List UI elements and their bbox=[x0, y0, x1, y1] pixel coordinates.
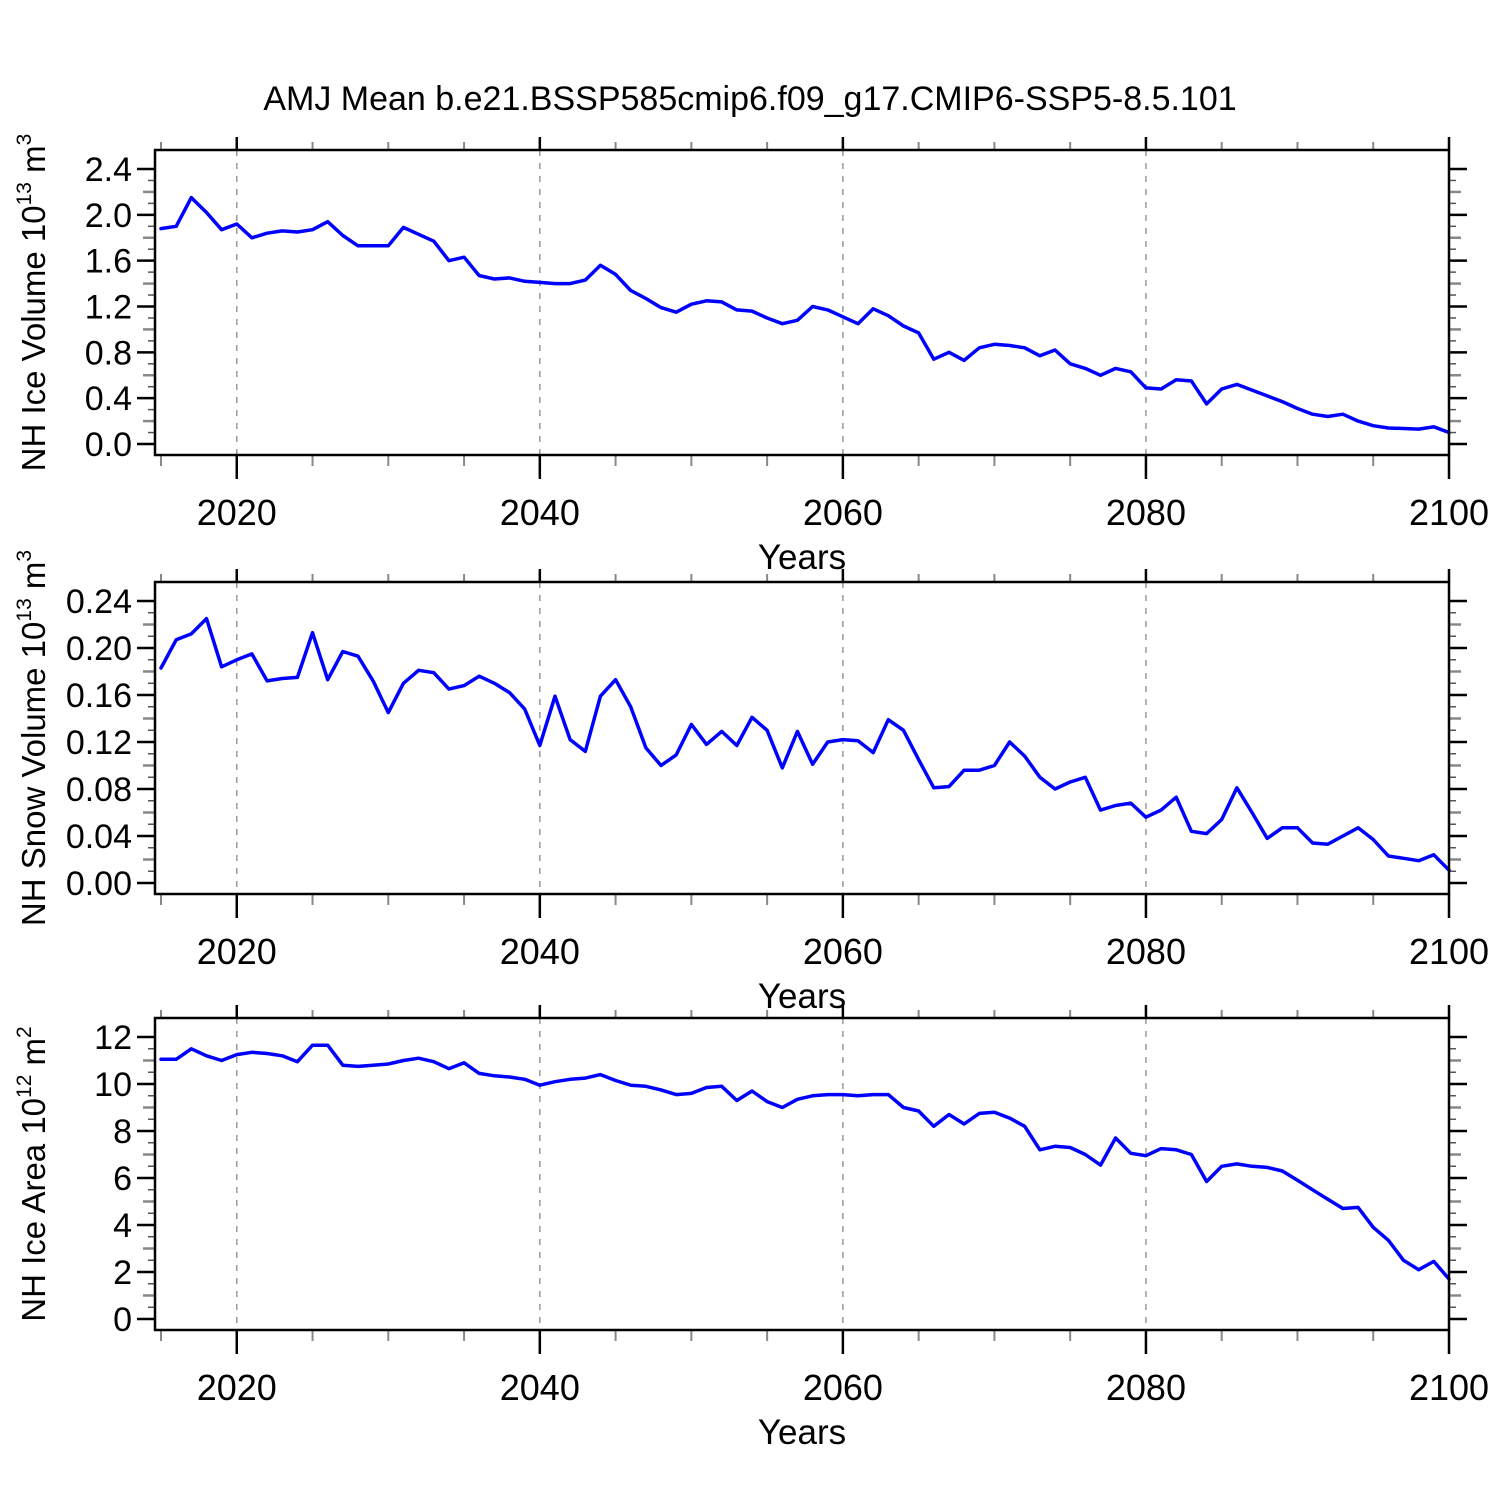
y-tick-label: 0.04 bbox=[66, 818, 132, 856]
x-tick-label: 2040 bbox=[500, 931, 580, 972]
figure-title: AMJ Mean b.e21.BSSP585cmip6.f09_g17.CMIP… bbox=[263, 80, 1236, 118]
y-tick-label: 12 bbox=[94, 1019, 132, 1057]
x-tick-label: 2020 bbox=[197, 1367, 277, 1408]
y-tick-label: 0.8 bbox=[85, 334, 132, 372]
x-tick-label: 2080 bbox=[1106, 492, 1186, 533]
x-tick-label: 2060 bbox=[803, 931, 883, 972]
x-tick-label: 2080 bbox=[1106, 931, 1186, 972]
series-line-nh-ice-area bbox=[159, 1043, 1451, 1281]
y-axis-label-nh-snow-volume: NH Snow Volume 1013 m3 bbox=[13, 550, 52, 926]
panel-nh-snow-volume: 0.00 0.04 0.08 0.12 0.16 0.20 0.24 2020 2040 2060… bbox=[13, 550, 1489, 1016]
y-tick-label: 0.08 bbox=[66, 771, 132, 809]
panel-nh-ice-area: 0 2 4 6 8 10 12 2020 2040 2060 2080 2100 Years NH Ice… bbox=[13, 1005, 1489, 1452]
x-axis-label: Years bbox=[758, 538, 846, 577]
x-tick-label: 2060 bbox=[803, 492, 883, 533]
y-axis-label-nh-ice-area: NH Ice Area 1012 m2 bbox=[13, 1026, 52, 1322]
x-tick-label: 2080 bbox=[1106, 1367, 1186, 1408]
series-line-nh-ice-volume bbox=[159, 195, 1451, 435]
y-tick-label: 0.24 bbox=[66, 583, 132, 621]
y-tick-label: 10 bbox=[94, 1066, 132, 1104]
x-tick-label: 2020 bbox=[197, 492, 277, 533]
y-tick-label: 4 bbox=[113, 1207, 132, 1245]
y-tick-label: 0.00 bbox=[66, 865, 132, 903]
y-tick-label: 8 bbox=[113, 1113, 132, 1151]
x-tick-label: 2100 bbox=[1409, 492, 1489, 533]
y-tick-label: 6 bbox=[113, 1160, 132, 1198]
x-tick-label: 2060 bbox=[803, 1367, 883, 1408]
x-tick-label: 2020 bbox=[197, 931, 277, 972]
y-tick-label: 2 bbox=[113, 1254, 132, 1292]
y-tick-label: 0.12 bbox=[66, 724, 132, 762]
x-tick-label: 2040 bbox=[500, 1367, 580, 1408]
y-axis-label-nh-ice-volume: NH Ice Volume 1013 m3 bbox=[13, 134, 52, 472]
plot-frame bbox=[153, 1016, 1451, 1332]
x-axis-label: Years bbox=[758, 1413, 846, 1452]
x-axis-label: Years bbox=[758, 977, 846, 1016]
series-line-nh-snow-volume bbox=[159, 616, 1451, 872]
x-tick-label: 2100 bbox=[1409, 1367, 1489, 1408]
y-tick-label: 0.4 bbox=[85, 380, 132, 418]
x-tick-label: 2100 bbox=[1409, 931, 1489, 972]
y-tick-label: 0.16 bbox=[66, 677, 132, 715]
y-tick-label: 1.6 bbox=[85, 243, 132, 281]
y-tick-label: 0.0 bbox=[85, 426, 132, 464]
panel-nh-ice-volume: 0.0 0.4 0.8 1.2 1.6 2.0 2.4 2020 2040 2060 2080 210… bbox=[13, 134, 1489, 577]
plot-frame bbox=[153, 580, 1451, 896]
y-tick-label: 0.20 bbox=[66, 630, 132, 668]
y-tick-label: 0 bbox=[113, 1301, 132, 1339]
plot-frame bbox=[153, 148, 1451, 457]
x-tick-label: 2040 bbox=[500, 492, 580, 533]
y-tick-label: 2.0 bbox=[85, 197, 132, 235]
y-tick-label: 2.4 bbox=[85, 151, 132, 189]
y-tick-label: 1.2 bbox=[85, 289, 132, 327]
